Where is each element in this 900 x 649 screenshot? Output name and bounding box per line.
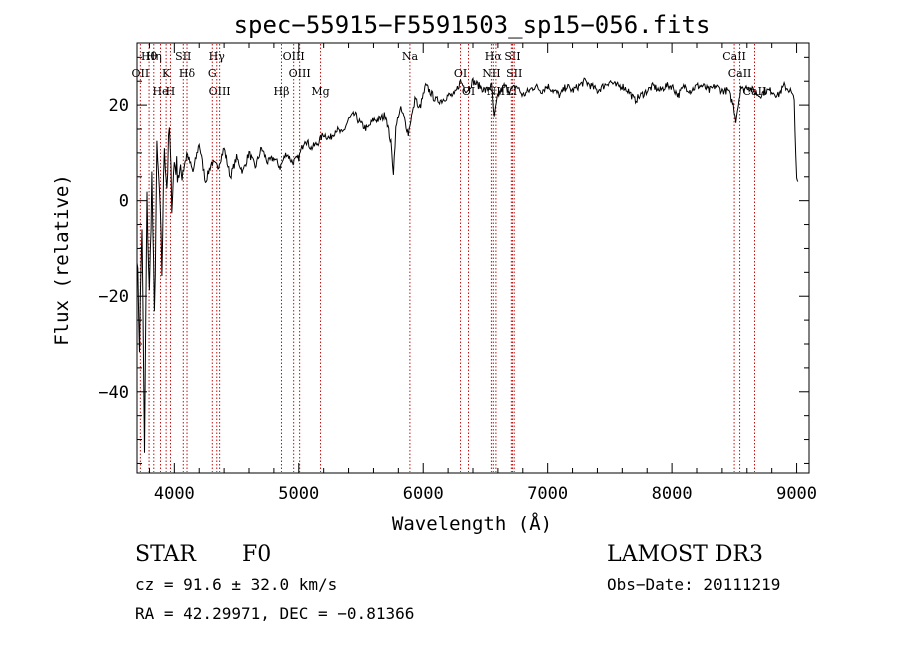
plot-frame — [136, 42, 810, 474]
obs-date-text: Obs−Date: 20111219 — [607, 575, 780, 594]
x-tick-label: 4000 — [154, 484, 195, 504]
spectral-line-label: OIII — [289, 67, 311, 80]
x-tick-label: 6000 — [403, 484, 444, 504]
redshift-text: cz = 91.6 ± 32.0 km/s — [135, 575, 337, 594]
spectral-line-label: Mg — [311, 85, 329, 98]
spectral-line-label: Hθ — [141, 50, 158, 63]
x-tick-label: 5000 — [278, 484, 319, 504]
object-class: STAR — [135, 542, 197, 567]
y-tick-label: −20 — [98, 287, 129, 307]
spectral-line-label: H — [166, 85, 176, 98]
spectral-line-label: OIII — [283, 50, 305, 63]
spectral-line-label: SII — [506, 67, 522, 80]
spectral-line-label: He — [152, 85, 168, 98]
spectral-line-label: Hβ — [274, 85, 290, 98]
spectrum-series-line — [136, 76, 799, 453]
object-subclass: F0 — [242, 542, 271, 567]
x-axis-label: Wavelength (Å) — [392, 512, 552, 535]
x-tick-label: 8000 — [652, 484, 693, 504]
spectral-line-label: OII — [132, 67, 150, 80]
y-axis-label: Flux (relative) — [51, 174, 73, 346]
spectral-line-label: CaII — [728, 67, 752, 80]
spectral-line-label: NII — [482, 67, 500, 80]
chart-title: spec−55915−F5591503_sp15−056.fits — [234, 11, 711, 39]
spectral-line-label: Li — [506, 85, 517, 98]
spectral-line-label: G — [208, 67, 217, 80]
y-tick-label: 0 — [119, 192, 129, 212]
y-tick-label: 20 — [109, 96, 129, 116]
spectral-line-label: Hη — [146, 50, 162, 63]
coordinates-text: RA = 42.29971, DEC = −0.81366 — [135, 604, 414, 623]
spectral-line-label: Hα — [485, 50, 503, 63]
spectral-line-label: Hδ — [179, 67, 196, 80]
spectral-line-label: Na — [402, 50, 419, 63]
survey-name: LAMOST DR3 — [607, 542, 763, 567]
spectral-line-label: OIII — [209, 85, 231, 98]
spectral-line-label: OI — [462, 85, 475, 98]
y-tick-label: −40 — [98, 383, 129, 403]
spectral-line-label: SII — [504, 50, 520, 63]
spectral-line-label: CaII — [722, 50, 746, 63]
spectral-line-label: SII — [175, 50, 191, 63]
spectral-line-label: K — [162, 67, 171, 80]
spectral-line-label: OI — [454, 67, 467, 80]
spectral-line-label: Hγ — [209, 50, 226, 63]
x-tick-label: 9000 — [776, 484, 817, 504]
x-tick-label: 7000 — [527, 484, 568, 504]
